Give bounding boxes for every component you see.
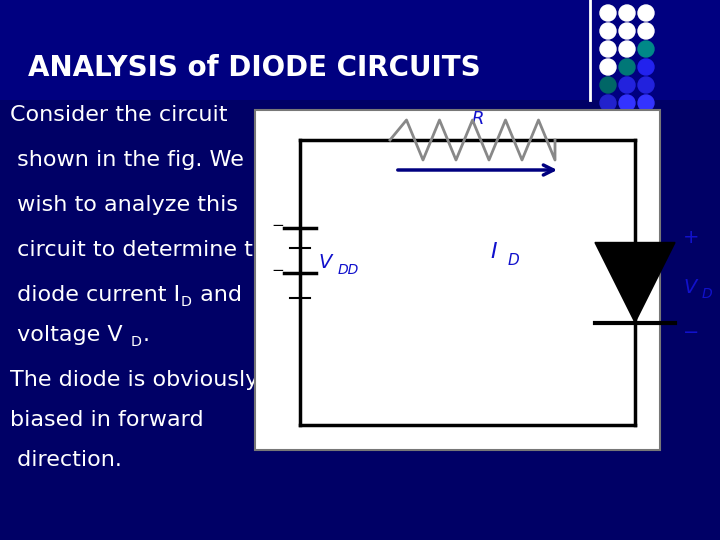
Text: R: R bbox=[472, 110, 484, 128]
Text: biased in forward: biased in forward bbox=[10, 410, 204, 430]
Circle shape bbox=[619, 59, 635, 75]
Circle shape bbox=[638, 5, 654, 21]
Text: voltage V: voltage V bbox=[10, 325, 122, 345]
Circle shape bbox=[600, 113, 616, 129]
Circle shape bbox=[638, 23, 654, 39]
Circle shape bbox=[600, 5, 616, 21]
Circle shape bbox=[619, 113, 635, 129]
Circle shape bbox=[638, 77, 654, 93]
Circle shape bbox=[619, 5, 635, 21]
Text: .: . bbox=[143, 325, 150, 345]
Circle shape bbox=[638, 59, 654, 75]
Text: D: D bbox=[131, 335, 142, 349]
Text: +: + bbox=[683, 228, 700, 247]
Text: ANALYSIS of DIODE CIRCUITS: ANALYSIS of DIODE CIRCUITS bbox=[28, 54, 481, 82]
Text: circuit to determine the: circuit to determine the bbox=[10, 240, 281, 260]
Text: Consider the circuit: Consider the circuit bbox=[10, 105, 228, 125]
Text: −: − bbox=[271, 218, 284, 233]
Circle shape bbox=[619, 41, 635, 57]
Bar bbox=[255, 110, 660, 450]
Text: wish to analyze this: wish to analyze this bbox=[10, 195, 238, 215]
Circle shape bbox=[619, 23, 635, 39]
Text: I: I bbox=[491, 242, 498, 262]
Text: DD: DD bbox=[338, 264, 359, 278]
Text: and: and bbox=[193, 285, 242, 305]
Circle shape bbox=[600, 95, 616, 111]
Text: shown in the fig. We: shown in the fig. We bbox=[10, 150, 244, 170]
Circle shape bbox=[619, 95, 635, 111]
Circle shape bbox=[619, 77, 635, 93]
Text: diode current I: diode current I bbox=[10, 285, 180, 305]
Text: direction.: direction. bbox=[10, 450, 122, 470]
Text: −: − bbox=[683, 323, 699, 342]
Text: The diode is obviously: The diode is obviously bbox=[10, 370, 258, 390]
Circle shape bbox=[638, 113, 654, 129]
Circle shape bbox=[600, 41, 616, 57]
Circle shape bbox=[600, 77, 616, 93]
Polygon shape bbox=[595, 242, 675, 322]
Circle shape bbox=[638, 41, 654, 57]
Text: D: D bbox=[702, 287, 713, 301]
Text: D: D bbox=[181, 295, 192, 309]
Circle shape bbox=[600, 59, 616, 75]
Text: D: D bbox=[508, 253, 519, 268]
Text: V: V bbox=[318, 253, 331, 272]
Text: −: − bbox=[271, 263, 284, 278]
Bar bbox=[0, 0, 720, 100]
Circle shape bbox=[600, 23, 616, 39]
Circle shape bbox=[638, 95, 654, 111]
Text: V: V bbox=[683, 278, 696, 297]
